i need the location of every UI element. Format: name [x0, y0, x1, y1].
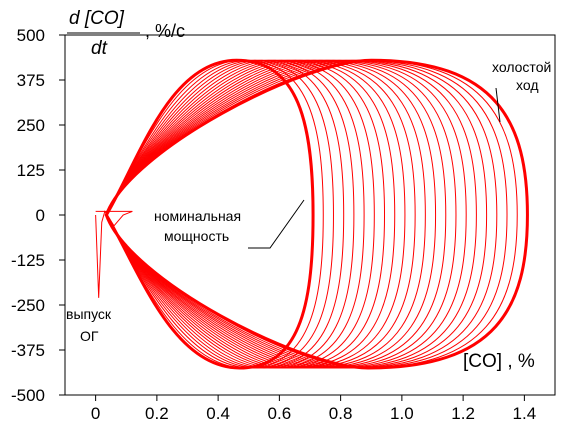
x-tick-label: 1.2 [451, 404, 475, 423]
series-line [105, 59, 488, 369]
series-line [105, 59, 457, 369]
annotation-exhaust-line1: выпуск [66, 306, 112, 322]
curve-family [95, 58, 529, 370]
y-tick-label: 250 [17, 116, 45, 135]
x-tick-label: 0.4 [206, 404, 230, 423]
y-tick-label: -250 [11, 296, 45, 315]
y-axis-title-numerator: d [CO] [69, 8, 125, 29]
annotation-exhaust: выпуск ОГ [66, 306, 112, 344]
series-line [105, 59, 518, 369]
series-line [105, 59, 416, 369]
annotation-nominal-leader [248, 199, 305, 249]
x-tick-label: 1.4 [513, 404, 537, 423]
y-tick-label: 0 [36, 206, 45, 225]
y-tick-label: -375 [11, 341, 45, 360]
annotation-nominal-line2: мощность [164, 228, 229, 244]
x-axis: 0 0.2 0.4 0.6 0.8 1.0 1.2 1.4 [91, 395, 536, 423]
annotation-idle-line1: холостой [492, 59, 551, 75]
series-line [105, 59, 498, 369]
series-line [105, 59, 386, 369]
series-line [105, 59, 345, 369]
series-line [105, 59, 508, 369]
y-axis-title: d [CO] dt , %/c [67, 8, 185, 59]
exhaust-spike [95, 210, 133, 298]
series-line [105, 59, 426, 369]
x-tick-label: 0 [91, 404, 100, 423]
series-line [105, 59, 467, 369]
series-line [105, 59, 375, 369]
x-tick-label: 0.8 [329, 404, 353, 423]
series-line [105, 59, 437, 369]
series-line [105, 59, 365, 369]
y-tick-label: 125 [17, 161, 45, 180]
annotation-nominal: номинальная мощность [154, 199, 305, 249]
series-line [105, 59, 406, 369]
series-line [105, 59, 334, 369]
x-axis-title: [CO] , % [463, 351, 535, 372]
series-line [105, 59, 324, 369]
annotation-nominal-line1: номинальная [154, 208, 241, 224]
y-tick-label: -500 [11, 386, 45, 405]
y-axis-title-denominator: dt [91, 38, 108, 59]
annotation-idle-leader [495, 87, 501, 123]
x-tick-label: 1.0 [390, 404, 414, 423]
x-tick-label: 0.6 [268, 404, 292, 423]
annotation-idle-line2: ход [516, 77, 539, 93]
annotation-idle: холостой ход [492, 59, 551, 123]
y-tick-label: -125 [11, 251, 45, 270]
series-line [104, 58, 529, 370]
annotation-exhaust-line2: ОГ [80, 328, 99, 344]
series-line [105, 59, 355, 369]
series-line [105, 59, 447, 369]
series-line [105, 59, 396, 369]
y-axis: 500 375 250 125 0 -125 -250 -375 -500 [11, 26, 65, 405]
y-axis-title-unit: , %/c [145, 21, 185, 41]
series-line [104, 58, 315, 370]
y-tick-label: 500 [17, 26, 45, 45]
x-tick-label: 0.2 [145, 404, 169, 423]
series-line [105, 59, 477, 369]
y-tick-label: 375 [17, 71, 45, 90]
